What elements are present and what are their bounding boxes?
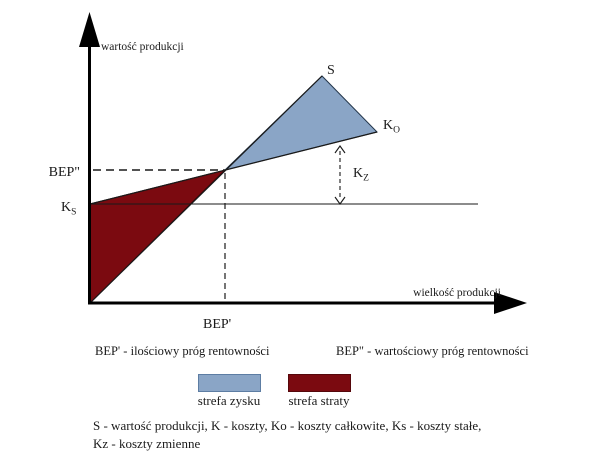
revenue-line-s xyxy=(89,75,323,304)
total-cost-label-ko: KO xyxy=(383,118,400,136)
bep-value-label: BEP" xyxy=(49,165,80,180)
arrow-up-icon xyxy=(334,145,346,154)
x-axis-arrowhead-icon xyxy=(494,292,527,314)
kz-subscript: Z xyxy=(363,174,369,184)
loss-zone-swatch xyxy=(288,374,351,392)
ko-subscript: O xyxy=(393,126,400,136)
footnote-line2: Kz - koszty zmienne xyxy=(93,436,201,451)
loss-zone-label: strefa straty xyxy=(288,393,350,408)
profit-zone-swatch-rect xyxy=(198,374,261,392)
profit-area xyxy=(223,75,378,171)
ko-main: K xyxy=(383,118,393,133)
fixed-cost-label-ks: KS xyxy=(61,200,76,218)
footnote-line1: S - wartość produkcji, K - koszty, Ko - … xyxy=(93,418,482,433)
revenue-label-s: S xyxy=(327,63,335,78)
x-axis-label: wielkość produkcji xyxy=(413,287,501,299)
ks-main: K xyxy=(61,200,71,215)
kz-main: K xyxy=(353,166,363,181)
bep-quantity-caption: BEP' - ilościowy próg rentowności xyxy=(95,344,270,358)
bep-value-caption: BEP" - wartościowy próg rentowności xyxy=(336,344,529,358)
total-cost-line-ko xyxy=(89,131,378,205)
y-axis-label: wartość produkcji xyxy=(101,41,184,53)
profit-zone-swatch xyxy=(198,374,261,392)
arrow-down-icon xyxy=(334,196,346,205)
y-axis-arrowhead-icon xyxy=(79,12,100,47)
bep-quantity-label: BEP' xyxy=(203,317,231,332)
loss-zone-swatch-rect xyxy=(288,374,351,392)
variable-cost-label-kz: KZ xyxy=(353,166,369,184)
profit-zone-label: strefa zysku xyxy=(197,393,261,408)
ks-subscript: S xyxy=(71,208,76,218)
break-even-chart: wartość produkcji wielkość produkcji S K… xyxy=(49,12,527,332)
